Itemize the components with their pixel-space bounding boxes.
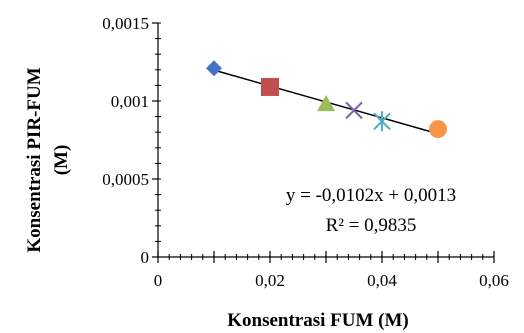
point-diamond (206, 60, 222, 77)
y-tick-label: 0,0015 (102, 14, 149, 33)
x-axis-title: Konsentrasi FUM (M) (227, 310, 409, 331)
y-axis-title-line1: Konsentrasi PIR-FUM (24, 67, 45, 252)
r-squared-label: R² = 0,9835 (326, 215, 417, 236)
data-points (206, 60, 447, 139)
point-square (261, 77, 279, 96)
point-star (373, 111, 391, 132)
y-tick-label: 0,0005 (102, 170, 149, 189)
axes: 0 0,0005 0,001 0,0015 0 0,02 0,04 0,06 (102, 14, 509, 290)
point-circle (429, 120, 447, 139)
point-x (345, 101, 363, 120)
x-tick-label: 0 (154, 271, 163, 290)
point-triangle (317, 95, 335, 112)
x-tick-label: 0,02 (255, 271, 285, 290)
trendline-equation: y = -0,0102x + 0,0013 (286, 185, 456, 206)
y-tick-label: 0,001 (111, 92, 149, 111)
y-tick-label: 0 (141, 248, 150, 267)
x-tick-label: 0,04 (367, 271, 397, 290)
point-x-stroke (345, 101, 363, 120)
y-axis-title-line2: (M) (51, 145, 72, 176)
x-tick-label: 0,06 (479, 271, 509, 290)
